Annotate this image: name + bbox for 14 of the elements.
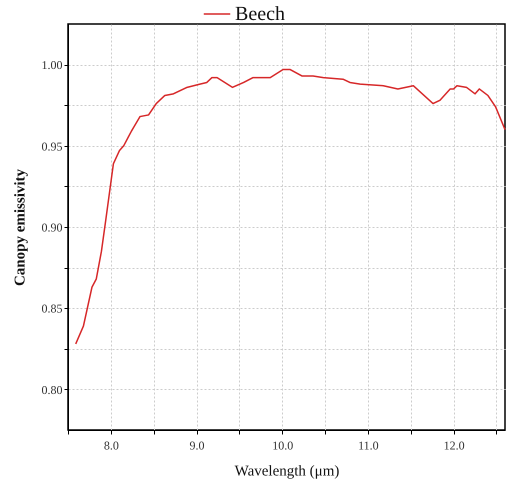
y-axis-title: Canopy emissivity: [12, 168, 28, 286]
y-tick-label: 1.00: [42, 58, 62, 72]
x-tick-label: 11.0: [358, 438, 379, 452]
line-series: [74, 68, 506, 345]
y-tick-label: 0.85: [42, 302, 62, 316]
x-tick-label: 8.0: [104, 438, 119, 452]
y-tick-label: 0.80: [42, 382, 62, 397]
x-tick-label: 10.0: [272, 438, 294, 452]
x-tick-label: 12.0: [444, 438, 465, 452]
x-axis-title: Wavelength (μm): [234, 464, 340, 480]
x-tick-label: 9.0: [190, 438, 205, 452]
y-tick-label: 0.90: [42, 220, 62, 234]
legend-label: Beech: [235, 3, 285, 25]
y-tick-label: 0.95: [42, 139, 62, 154]
